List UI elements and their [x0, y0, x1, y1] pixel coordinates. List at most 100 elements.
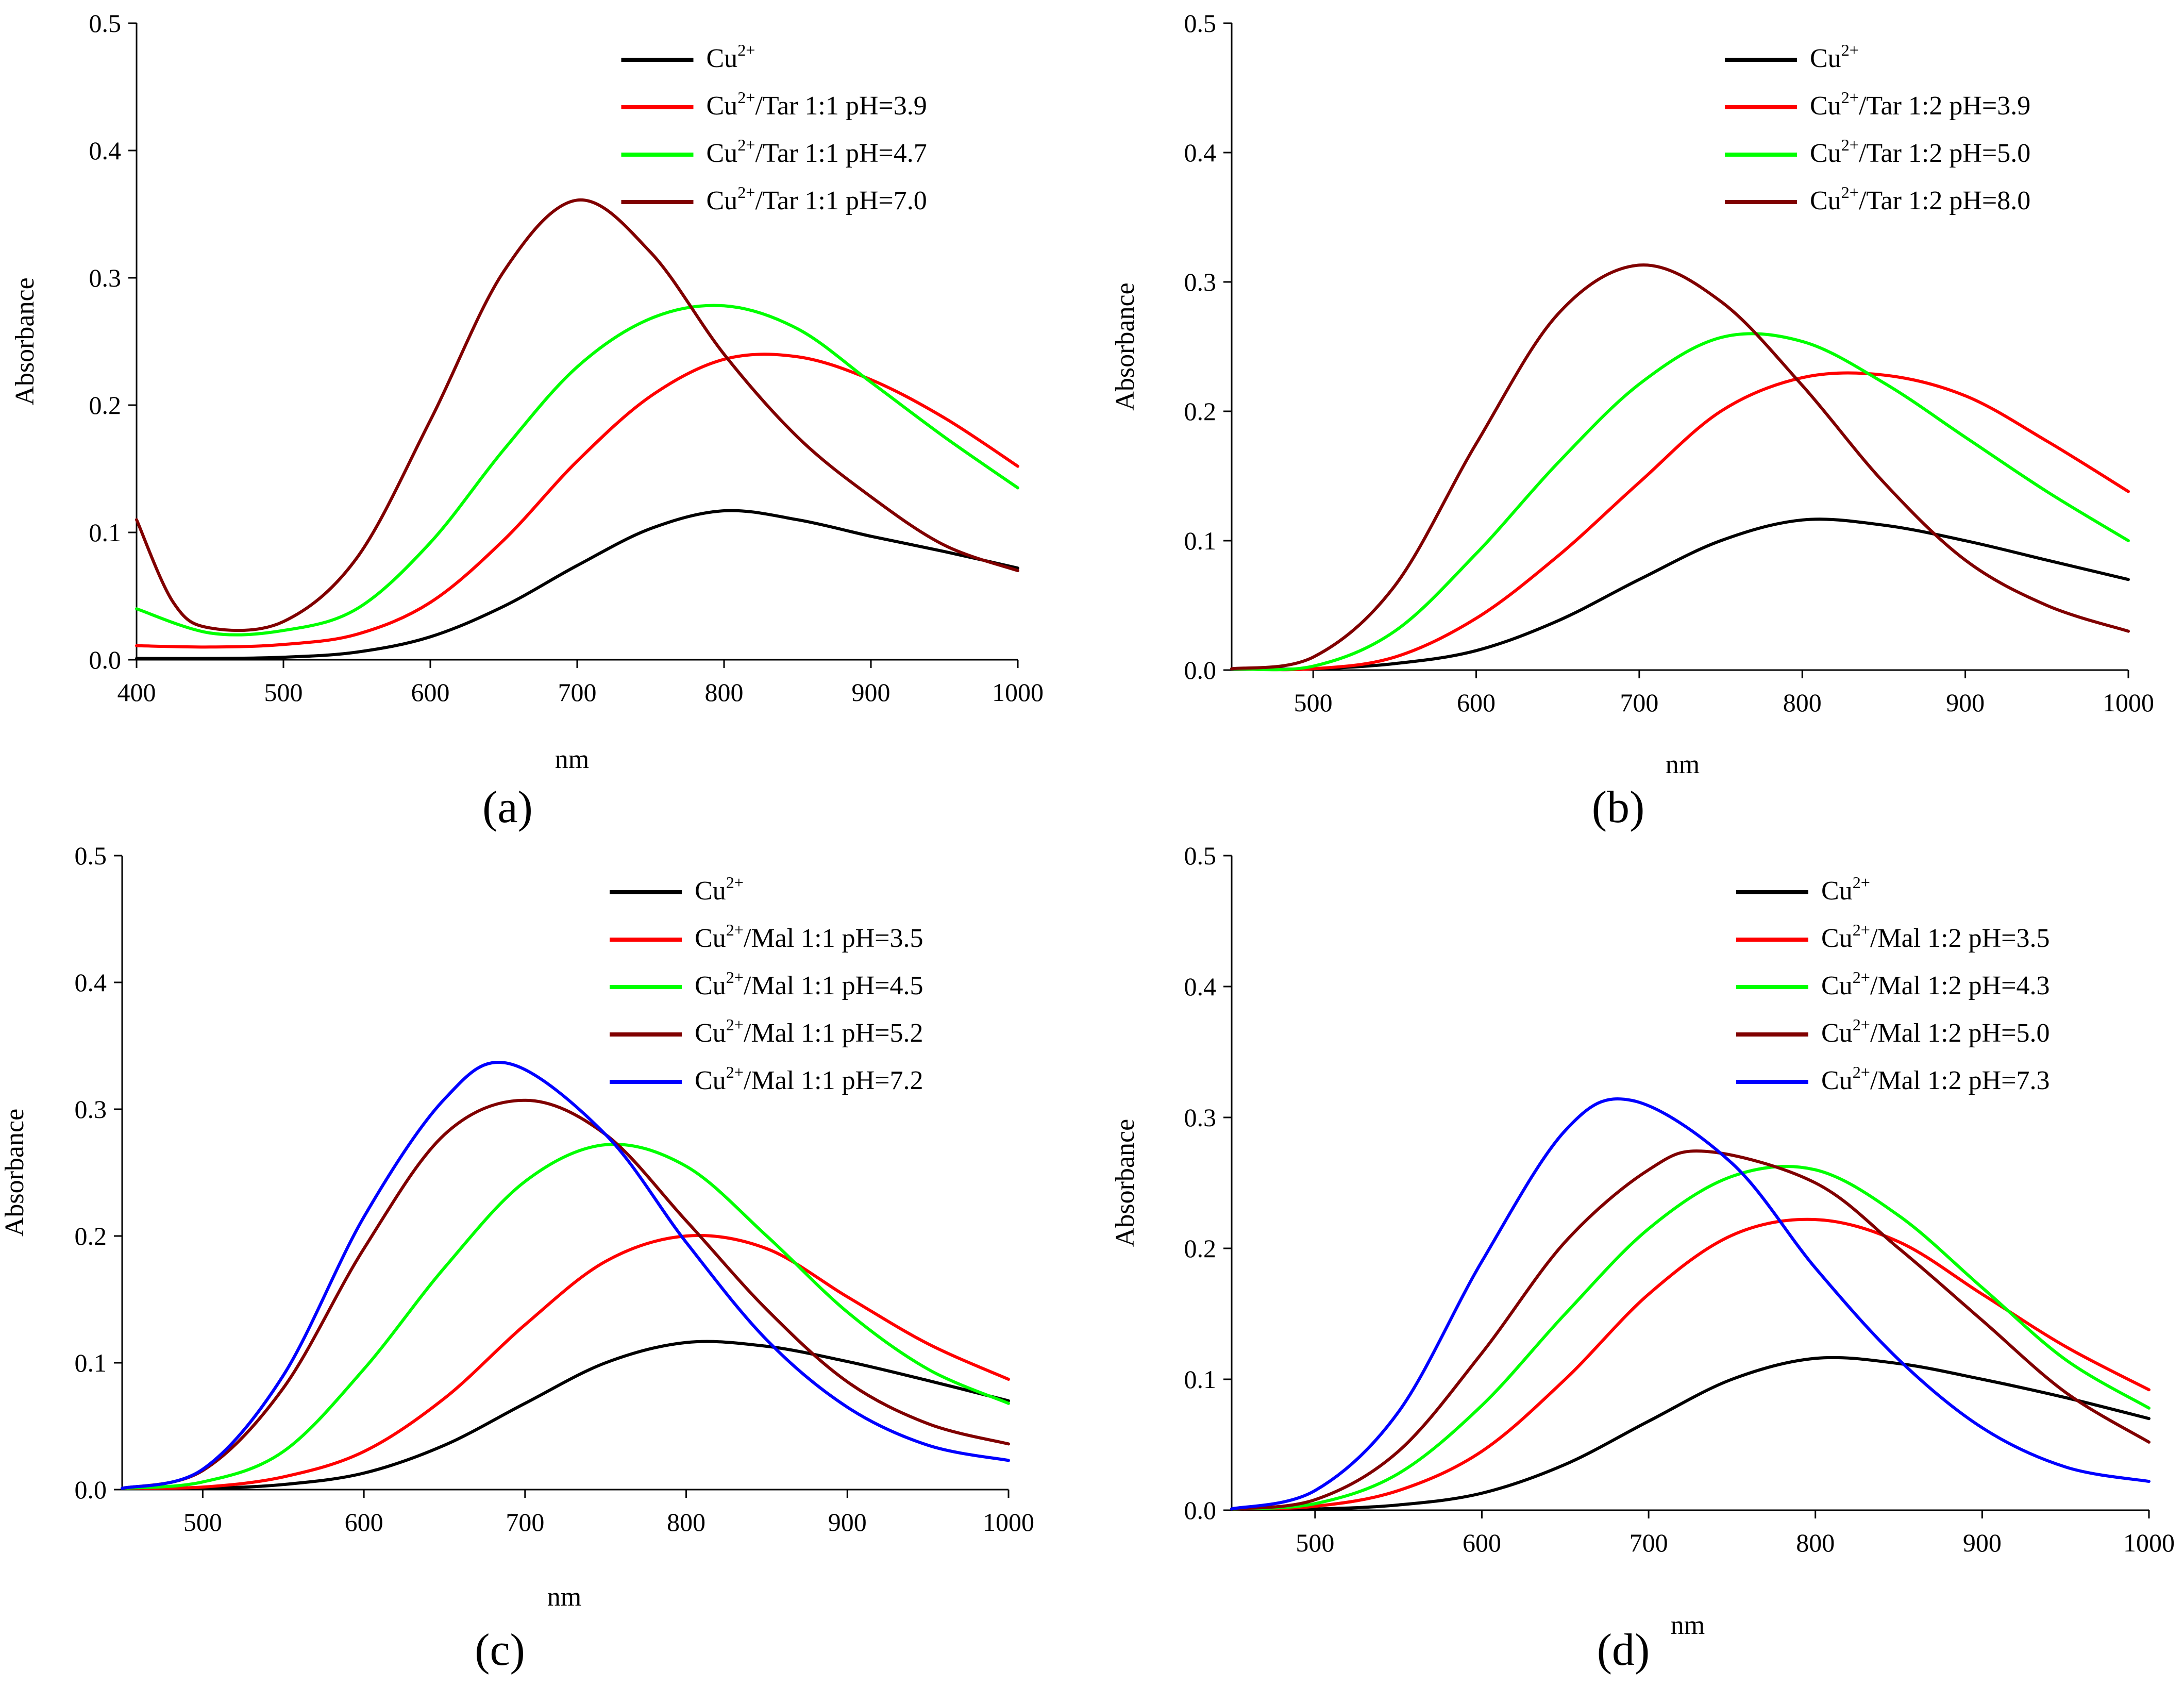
- x-tick-label: 600: [411, 678, 450, 707]
- legend-entry-label: Cu2+: [1810, 41, 1859, 73]
- x-axis-title: nm: [555, 745, 589, 774]
- x-tick-label: 700: [506, 1508, 544, 1536]
- x-tick-label: 1000: [992, 678, 1044, 707]
- y-tick-label: 0.0: [75, 1475, 107, 1504]
- series-line-2: [135, 304, 1019, 637]
- legend-entry-label: Cu2+: [695, 873, 744, 906]
- series-line-0: [121, 1340, 1010, 1491]
- x-tick-label: 500: [183, 1508, 222, 1536]
- legend-entry-label: Cu2+/Tar 1:1 pH=4.7: [707, 136, 927, 168]
- series-line-2: [1230, 1165, 2151, 1511]
- legend-entry-label: Cu2+/Mal 1:1 pH=5.2: [695, 1015, 923, 1048]
- y-tick-label: 0.0: [1184, 1496, 1217, 1525]
- x-tick-label: 400: [117, 678, 156, 707]
- series-line-3: [135, 198, 1019, 632]
- panel-label: (a): [482, 782, 533, 832]
- y-axis-title: Absorbance: [0, 1109, 29, 1237]
- panel-label: (c): [475, 1625, 525, 1675]
- legend-entry-label: Cu2+/Mal 1:2 pH=5.0: [1821, 1015, 2049, 1048]
- x-tick-label: 1000: [983, 1508, 1034, 1536]
- panel-label: (d): [1597, 1625, 1650, 1675]
- x-tick-label: 500: [1296, 1528, 1334, 1557]
- y-tick-label: 0.2: [1184, 1234, 1217, 1263]
- x-tick-label: 700: [558, 678, 597, 707]
- legend-entry-label: Cu2+/Tar 1:2 pH=8.0: [1810, 183, 2030, 215]
- y-tick-label: 0.5: [75, 841, 107, 870]
- series-line-3: [121, 1098, 1010, 1490]
- y-tick-label: 0.5: [1184, 9, 1217, 38]
- chart-panel-b: 500 600 700 800 900 1000 0.0 0.1 0.2 0.3 0.4 0.5 Abs…: [1111, 9, 2154, 832]
- legend-entry-label: Cu2+/Mal 1:1 pH=4.5: [695, 968, 923, 1000]
- x-tick-label: 900: [852, 678, 891, 707]
- legend-entry-label: Cu2+/Mal 1:2 pH=3.5: [1821, 921, 2049, 953]
- y-tick-label: 0.3: [75, 1095, 107, 1124]
- panel-label: (b): [1592, 782, 1645, 832]
- x-axis-title: nm: [1671, 1611, 1705, 1640]
- y-tick-label: 0.5: [1184, 841, 1217, 870]
- legend-entry-label: Cu2+/Mal 1:1 pH=3.5: [695, 921, 923, 953]
- series-line-1: [135, 353, 1019, 649]
- y-tick-label: 0.4: [89, 136, 122, 165]
- y-tick-label: 0.1: [75, 1348, 107, 1377]
- x-tick-label: 700: [1620, 688, 1658, 717]
- x-tick-label: 900: [1946, 688, 1985, 717]
- y-tick-label: 0.1: [1184, 1365, 1217, 1394]
- series-line-2: [121, 1143, 1010, 1490]
- y-tick-label: 0.5: [89, 9, 122, 38]
- x-tick-label: 600: [1463, 1528, 1501, 1557]
- y-tick-label: 0.3: [89, 263, 122, 292]
- legend-entry-label: Cu2+: [1821, 873, 1870, 906]
- x-tick-label: 800: [667, 1508, 705, 1536]
- y-axis-title: Absorbance: [1111, 282, 1140, 410]
- y-tick-label: 0.4: [1184, 972, 1217, 1001]
- x-tick-label: 600: [1457, 688, 1496, 717]
- x-tick-label: 600: [345, 1508, 383, 1536]
- x-tick-label: 700: [1629, 1528, 1668, 1557]
- chart-panel-c: 500 600 700 800 900 1000 0.0 0.1 0.2 0.3 0.4 0.5 Abs…: [0, 841, 1034, 1675]
- series-line-1: [121, 1234, 1010, 1490]
- x-tick-label: 900: [828, 1508, 867, 1536]
- y-tick-label: 0.1: [89, 518, 122, 547]
- x-tick-label: 500: [1294, 688, 1333, 717]
- series-line-0: [135, 509, 1019, 660]
- series-line-1: [1230, 371, 2130, 672]
- x-axis-title: nm: [547, 1582, 581, 1612]
- y-tick-label: 0.3: [1184, 268, 1217, 296]
- chart-panel-d: 500 600 700 800 900 1000 0.0 0.1 0.2 0.3 0.4 0.5 Abs…: [1111, 841, 2175, 1675]
- x-tick-label: 800: [1796, 1528, 1835, 1557]
- y-tick-label: 0.2: [75, 1222, 107, 1250]
- x-tick-label: 800: [1783, 688, 1822, 717]
- y-tick-label: 0.1: [1184, 526, 1217, 555]
- y-tick-label: 0.0: [1184, 656, 1217, 684]
- y-tick-label: 0.4: [1184, 138, 1217, 167]
- series-line-3: [1230, 1149, 2151, 1511]
- series-line-4: [1230, 1097, 2151, 1511]
- legend-entry-label: Cu2+/Mal 1:2 pH=4.3: [1821, 968, 2049, 1000]
- chart-panel-a: 400 500 600 700 800 900 1000 0.0 0.1 0.2 0.3 0.4 0.5…: [10, 9, 1044, 832]
- x-axis-title: nm: [1666, 750, 1700, 779]
- series-line-2: [1230, 332, 2130, 672]
- y-tick-label: 0.0: [89, 645, 122, 674]
- legend-entry-label: Cu2+/Tar 1:1 pH=3.9: [707, 88, 927, 121]
- y-tick-label: 0.4: [75, 968, 107, 997]
- series-line-4: [121, 1061, 1010, 1490]
- legend-entry-label: Cu2+/Mal 1:1 pH=7.2: [695, 1063, 923, 1095]
- series-line-3: [1230, 263, 2130, 671]
- x-tick-label: 1000: [2103, 688, 2154, 717]
- series-line-0: [1230, 517, 2130, 671]
- legend-entry-label: Cu2+/Tar 1:2 pH=3.9: [1810, 88, 2030, 121]
- legend-entry-label: Cu2+/Tar 1:2 pH=5.0: [1810, 136, 2030, 168]
- y-tick-label: 0.2: [1184, 397, 1217, 426]
- x-tick-label: 900: [1963, 1528, 2002, 1557]
- x-tick-label: 1000: [2123, 1528, 2175, 1557]
- y-tick-label: 0.3: [1184, 1103, 1217, 1132]
- y-axis-title: Absorbance: [1111, 1119, 1140, 1247]
- y-axis-title: Absorbance: [10, 277, 40, 405]
- legend-entry-label: Cu2+/Tar 1:1 pH=7.0: [707, 183, 927, 215]
- x-tick-label: 800: [705, 678, 744, 707]
- x-tick-label: 500: [264, 678, 303, 707]
- legend-entry-label: Cu2+/Mal 1:2 pH=7.3: [1821, 1063, 2049, 1095]
- series-line-0: [1230, 1356, 2151, 1511]
- series-line-1: [1230, 1217, 2151, 1511]
